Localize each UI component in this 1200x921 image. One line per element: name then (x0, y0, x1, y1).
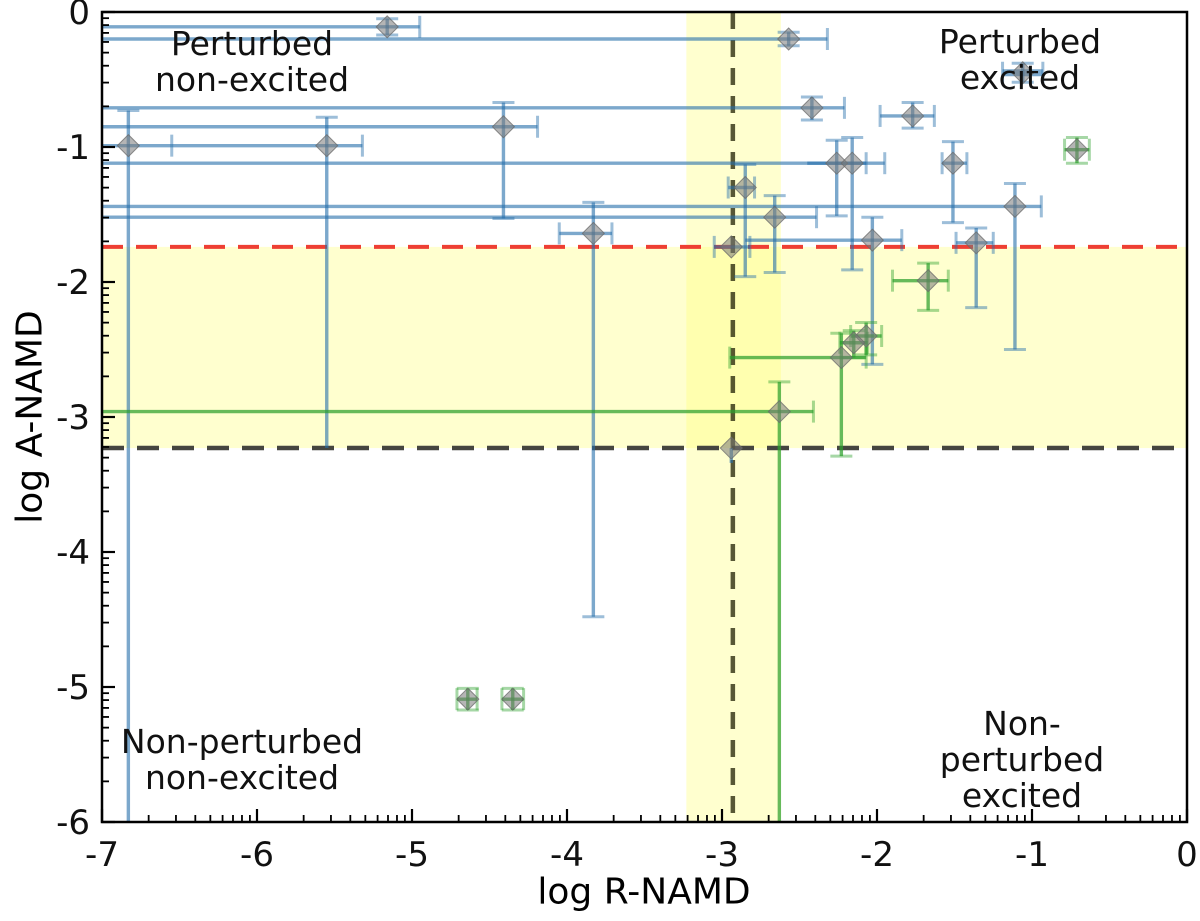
data-point-marker (767, 399, 792, 424)
data-point-marker (456, 687, 480, 711)
quadrant-label-top-right: Perturbed excited (938, 22, 1102, 97)
quadrant-label-bottom-right: Non-perturbed excited (939, 704, 1105, 815)
data-point-marker (824, 151, 849, 175)
data-point-marker (860, 228, 885, 252)
data-point-marker (900, 104, 925, 128)
data-point-marker (375, 15, 399, 39)
y-tick-label: 0 (68, 0, 90, 33)
x-tick-label: -7 (85, 835, 119, 875)
data-point-marker (733, 175, 757, 200)
quadrant-label-top-left: Perturbed non-excited (154, 24, 350, 99)
data-point-marker (964, 231, 988, 255)
data-point-marker (116, 133, 141, 158)
quadrant-label-bottom-left: Non-perturbed non-excited (120, 722, 364, 797)
data-point-marker (719, 436, 744, 460)
data-point-marker (491, 115, 516, 139)
x-tick-label: -4 (550, 835, 584, 875)
data-point-marker (800, 96, 824, 120)
y-tick-label: -6 (56, 803, 90, 843)
data-point-marker (1010, 61, 1035, 85)
data-point-marker (941, 151, 965, 175)
data-point-marker (842, 331, 866, 355)
x-tick-label: -6 (240, 835, 274, 875)
data-point-marker (762, 205, 787, 229)
data-point-marker (776, 27, 801, 51)
data-point-marker (916, 268, 940, 293)
x-tick-label: -5 (395, 835, 429, 875)
y-tick-label: -5 (56, 668, 90, 708)
data-point-marker (1065, 137, 1089, 162)
data-point-marker (501, 687, 525, 711)
x-tick-label: -1 (1015, 835, 1049, 875)
data-point-marker (581, 221, 606, 246)
y-axis-label: log A-NAMD (9, 310, 51, 524)
data-point-marker (1003, 194, 1027, 219)
y-tick-label: -4 (56, 533, 90, 573)
horizontal-yellow-band (102, 246, 1187, 449)
x-tick-label: -2 (860, 835, 894, 875)
y-tick-label: -1 (56, 128, 90, 168)
x-axis-label: log R-NAMD (537, 871, 751, 913)
y-tick-label: -2 (56, 263, 90, 303)
data-point-marker (719, 235, 744, 259)
x-tick-label: 0 (1176, 835, 1198, 875)
data-point-marker (840, 151, 864, 175)
data-point-marker (315, 133, 339, 158)
y-tick-label: -3 (56, 398, 90, 438)
x-tick-label: -3 (705, 835, 739, 875)
data-point-marker (829, 345, 854, 370)
